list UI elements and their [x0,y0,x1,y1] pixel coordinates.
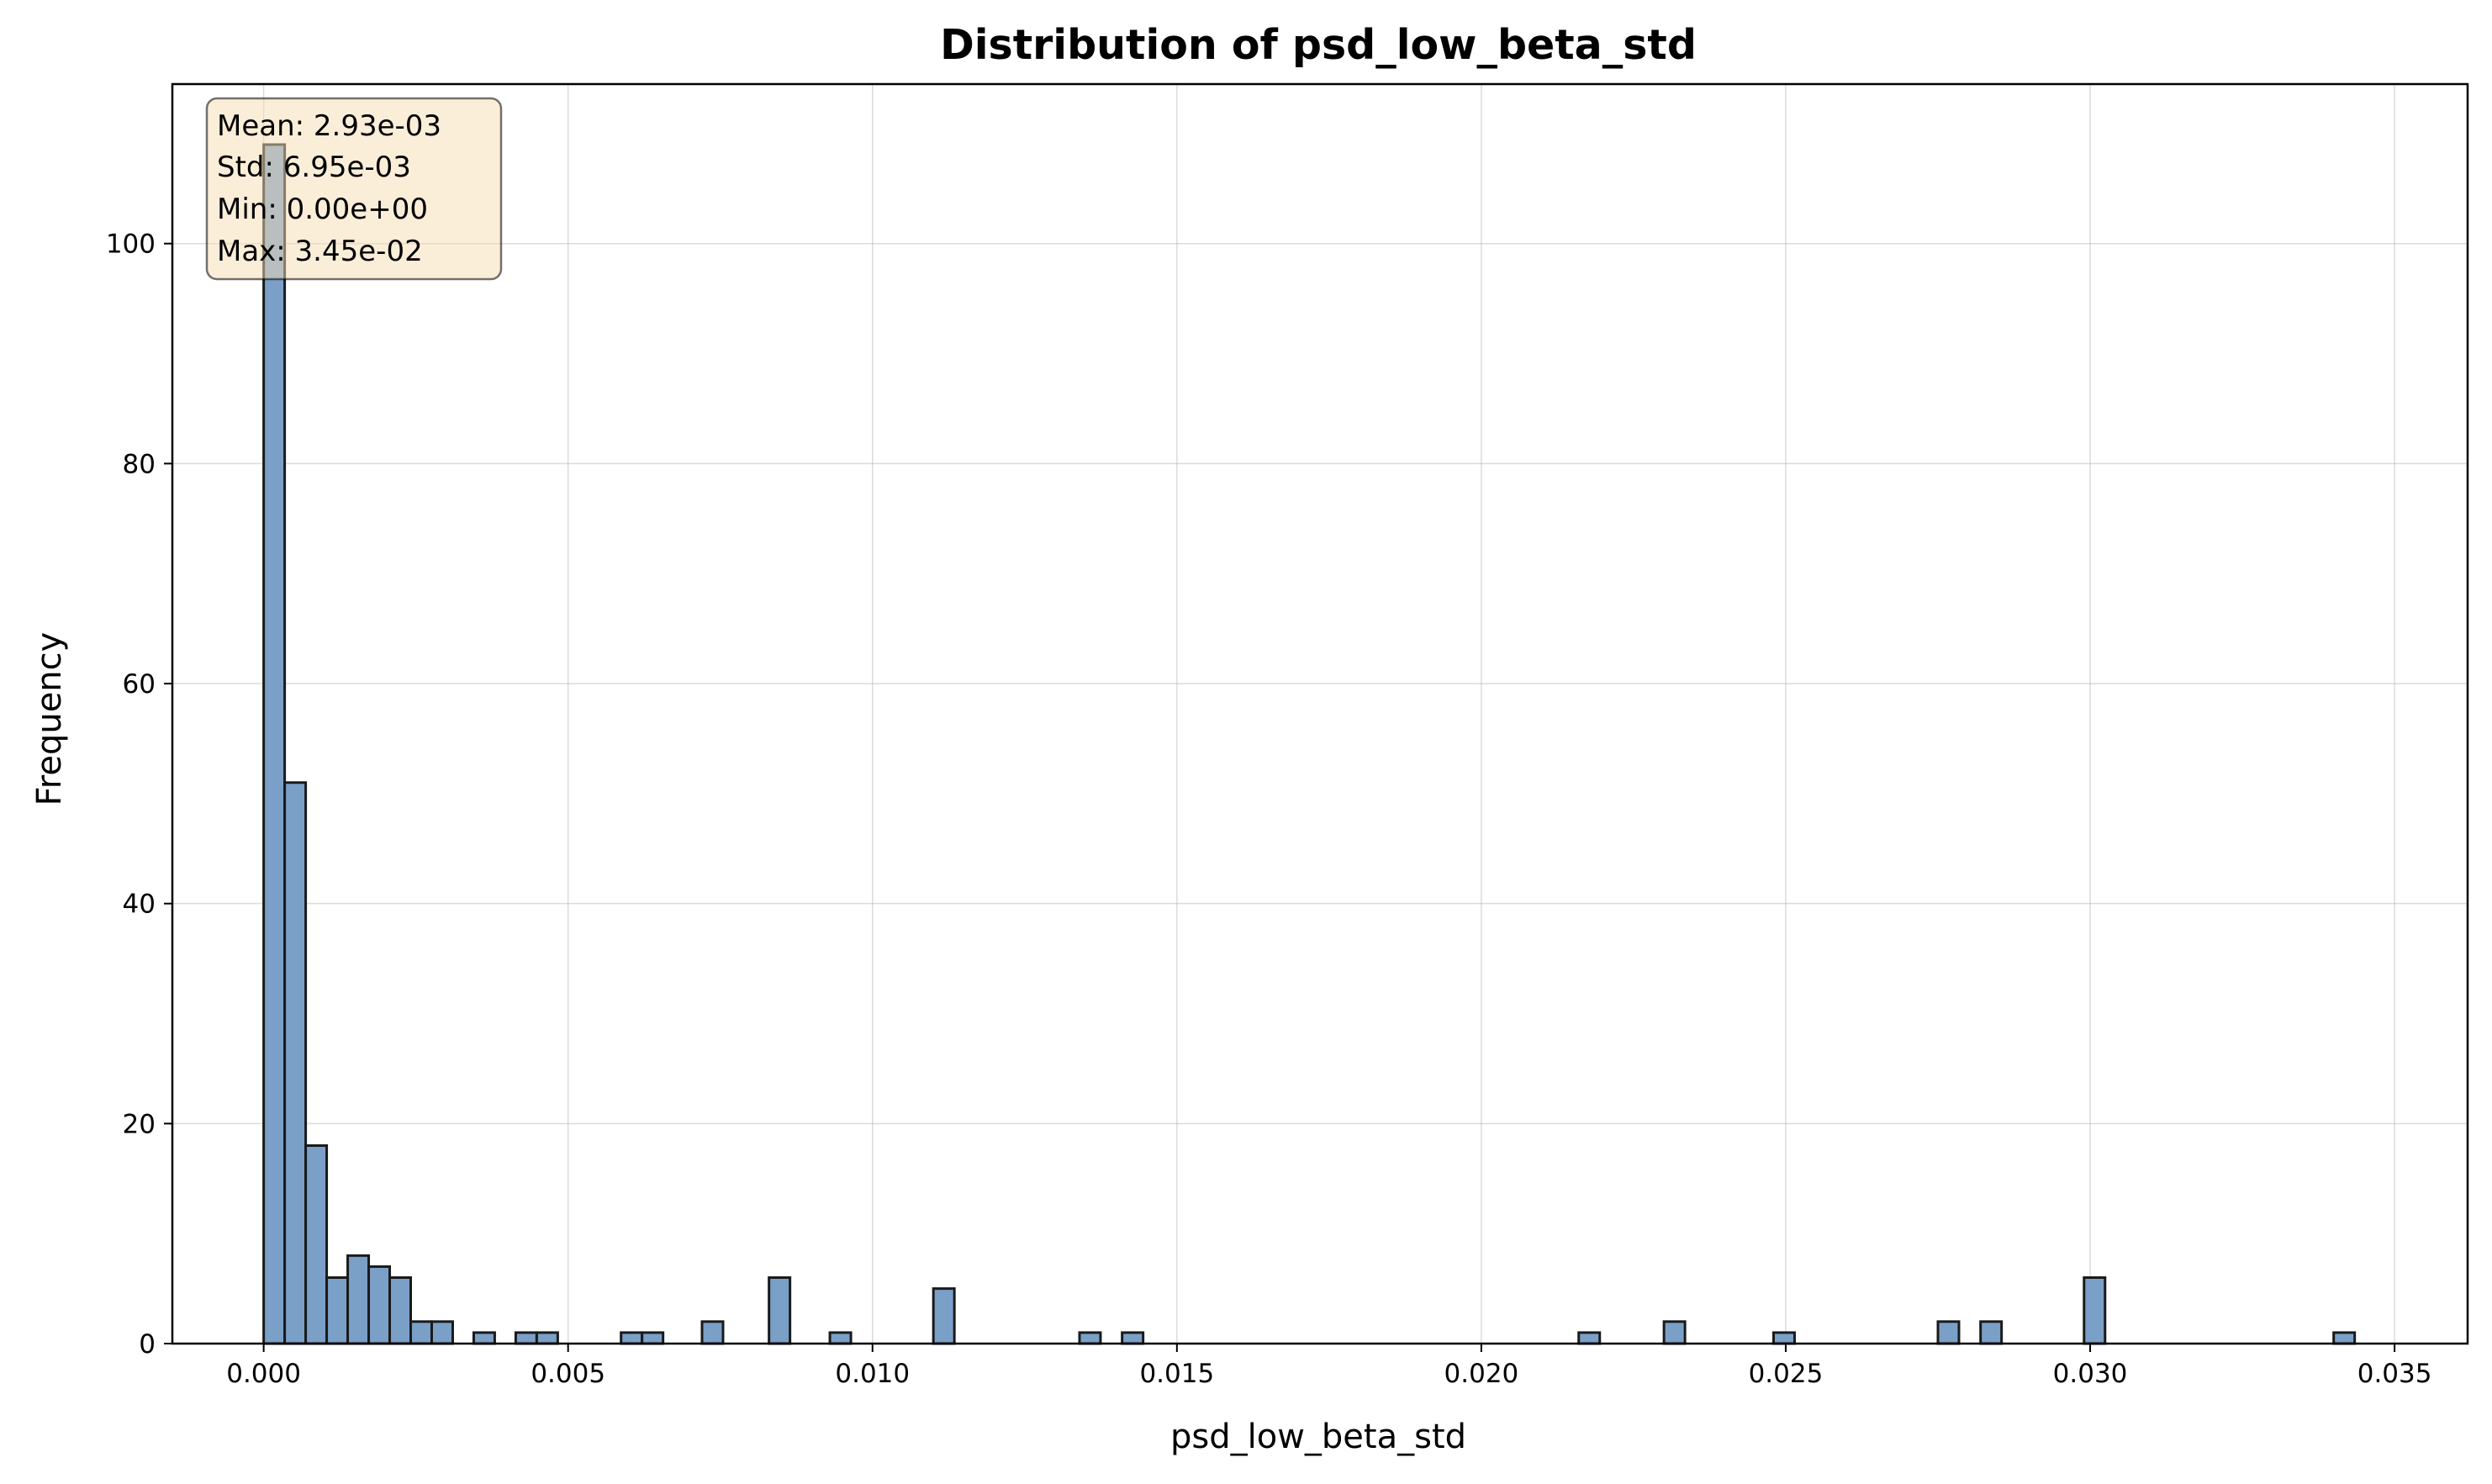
histogram-bar [388,1276,413,1345]
y-axis-label: Frequency [30,632,69,806]
x-tick-label: 0.020 [1444,1359,1519,1389]
histogram-bar [430,1320,454,1345]
histogram-bar [514,1331,538,1345]
histogram-bar [535,1331,559,1345]
stats-annotation-box: Mean: 2.93e-03 Std: 6.95e-03 Min: 0.00e+… [205,97,503,281]
histogram-bar [2083,1276,2107,1345]
y-axis-ticks: 0 20 40 60 80 100 [106,230,172,1360]
grid-layer [172,84,2468,1344]
histogram-bar [620,1331,644,1345]
histogram-bar [1936,1320,1961,1345]
chart-title: Distribution of psd_low_beta_std [940,21,1697,69]
y-tick-label: 60 [123,669,156,700]
stats-std: Std: 6.95e-03 [217,151,411,184]
y-tick-label: 80 [123,449,156,479]
histogram-bar [283,781,308,1345]
histogram-bar [346,1254,371,1345]
histogram-bar [304,1144,329,1345]
plot-frame [171,82,2469,1345]
histogram-bar [262,143,287,1345]
stats-box-background [205,97,503,281]
y-tick-label: 40 [123,890,156,920]
y-tick-label: 100 [106,230,156,260]
histogram-bar [1121,1331,1145,1345]
bars-layer [262,143,2357,1345]
histogram-bar [409,1320,433,1345]
x-tick-label: 0.030 [2053,1359,2128,1389]
histogram-bar [1577,1331,1602,1345]
histogram-bar [472,1331,496,1345]
x-tick-label: 0.010 [835,1359,910,1389]
histogram-bar [2332,1331,2357,1345]
histogram-bar [1979,1320,2004,1345]
x-tick-label: 0.000 [226,1359,301,1389]
histogram-bar [367,1265,392,1345]
histogram-bar [828,1331,853,1345]
histogram-bar [700,1320,725,1345]
y-tick-label: 20 [123,1109,156,1139]
histogram-bar [932,1287,956,1345]
x-axis-ticks: 0.000 0.005 0.010 0.015 0.020 0.025 0.030 0.035 [226,1344,2431,1389]
histogram-bar [1662,1320,1687,1345]
stats-min: Min: 0.00e+00 [217,193,428,226]
x-tick-label: 0.025 [1749,1359,1824,1389]
x-tick-label: 0.035 [2357,1359,2432,1389]
y-tick-label: 0 [139,1329,156,1360]
histogram-bar [1771,1331,1796,1345]
x-tick-label: 0.015 [1139,1359,1214,1389]
histogram-bar [1078,1331,1102,1345]
stats-max: Max: 3.45e-02 [217,235,423,268]
x-axis-label: psd_low_beta_std [1170,1418,1466,1456]
histogram-bar [768,1276,792,1345]
histogram-bar [641,1331,665,1345]
stats-mean: Mean: 2.93e-03 [217,109,441,143]
histogram-bar [325,1276,350,1345]
x-tick-label: 0.005 [531,1359,605,1389]
